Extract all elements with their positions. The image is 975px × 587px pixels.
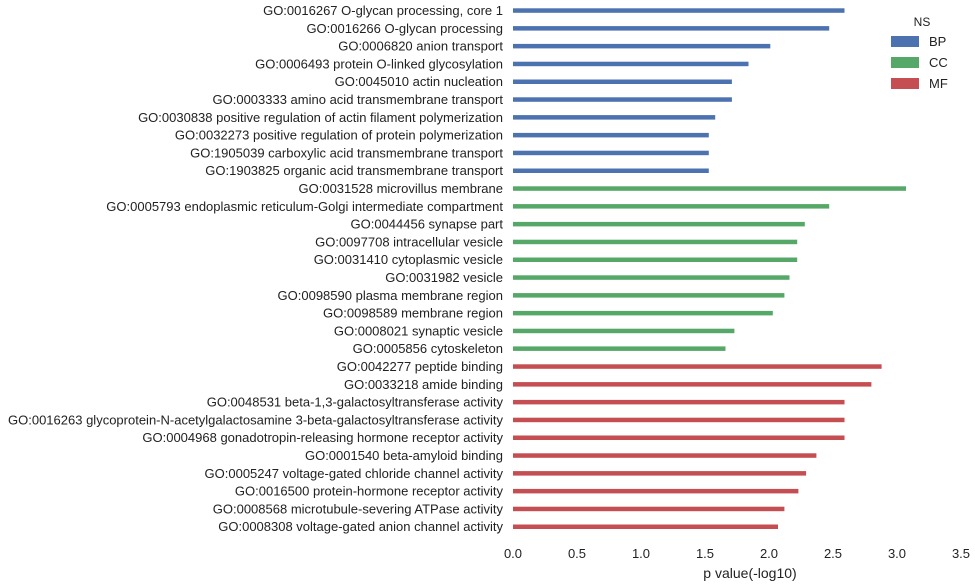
x-tick-label: 3.0 [888, 546, 906, 561]
bar-mf [513, 382, 872, 387]
bar-mf [513, 453, 817, 458]
bar-cc [513, 186, 906, 191]
legend-title: NS [914, 15, 931, 29]
x-tick-label: 3.5 [952, 546, 970, 561]
bar-mf [513, 435, 845, 440]
bar-cc [513, 346, 726, 351]
legend-swatch-cc [891, 57, 919, 68]
bar-cc [513, 257, 798, 262]
category-label: GO:0030838 positive regulation of actin … [138, 110, 503, 125]
x-tick-label: 1.5 [696, 546, 714, 561]
bar-bp [513, 150, 709, 156]
bar-mf [513, 364, 882, 369]
x-tick-label: 1.0 [632, 546, 650, 561]
category-label: GO:0031982 vesicle [385, 270, 503, 285]
category-label: GO:0005247 voltage-gated chloride channe… [205, 466, 504, 481]
legend-swatch-mf [891, 78, 919, 89]
category-label: GO:0006820 anion transport [338, 39, 503, 54]
category-label: GO:0008308 voltage-gated anion channel a… [218, 519, 503, 534]
category-label: GO:0016266 O-glycan processing [306, 21, 503, 36]
bar-cc [513, 310, 773, 316]
bar-mf [513, 471, 807, 476]
category-label: GO:0098590 plasma membrane region [278, 288, 503, 303]
category-label: GO:0048531 beta-1,3-galactosyltransferas… [207, 395, 504, 410]
bar-mf [513, 524, 778, 529]
bar-cc [513, 239, 798, 245]
bar-mf [513, 506, 785, 512]
legend-swatch-bp [891, 36, 919, 47]
bar-bp [513, 97, 732, 102]
category-label: GO:0031528 microvillus membrane [299, 181, 503, 196]
x-axis-title: p value(-log10) [703, 565, 796, 581]
bar-cc [513, 221, 805, 227]
category-label: GO:0005856 cytoskeleton [353, 341, 503, 356]
category-label: GO:0008021 synaptic vesicle [334, 323, 503, 338]
x-tick-label: 2.5 [824, 546, 842, 561]
category-labels: GO:0016267 O-glycan processing, core 1 GO… [8, 3, 503, 534]
category-label: GO:0031410 cytoplasmic vesicle [314, 252, 503, 267]
category-label: GO:0005793 endoplasmic reticulum-Golgi i… [106, 199, 503, 214]
category-label: GO:0045010 actin nucleation [335, 74, 503, 89]
bar-bp [513, 79, 732, 84]
category-label: GO:0098589 membrane region [323, 306, 503, 321]
bar-bp [513, 115, 716, 120]
bar-bp [513, 168, 709, 173]
category-label: GO:1905039 carboxylic acid transmembrane… [190, 145, 503, 160]
x-tick-label: 0.5 [568, 546, 586, 561]
bar-bp [513, 132, 709, 138]
x-tick-label: 2.0 [760, 546, 778, 561]
bars-layer [513, 8, 906, 529]
bar-cc [513, 275, 790, 280]
category-label: GO:0016263 glycoprotein-N-acetylgalactos… [8, 412, 503, 427]
bar-mf [513, 417, 845, 423]
category-label: GO:0016500 protein-hormone receptor acti… [235, 484, 504, 499]
bar-mf [513, 399, 845, 405]
category-label: GO:0042277 peptide binding [337, 359, 503, 374]
legend: NS BP CC MF [891, 15, 948, 91]
bar-cc [513, 293, 785, 298]
category-label: GO:0001540 beta-amyloid binding [305, 448, 503, 463]
category-label: GO:0044456 synapse part [351, 217, 504, 232]
bar-cc [513, 328, 735, 334]
bar-cc [513, 204, 830, 209]
bar-bp [513, 26, 830, 31]
legend-label-cc: CC [929, 55, 948, 70]
bar-bp [513, 8, 845, 13]
legend-entries: BP CC MF [891, 34, 948, 91]
category-label: GO:0033218 amide binding [344, 377, 503, 392]
category-label: GO:0003333 amino acid transmembrane tran… [213, 92, 504, 107]
category-label: GO:0016267 O-glycan processing, core 1 [263, 3, 503, 18]
bar-bp [513, 61, 749, 67]
category-label: GO:0004968 gonadotropin-releasing hormon… [142, 430, 503, 445]
x-tick-label: 0.0 [504, 546, 522, 561]
category-label: GO:0097708 intracellular vesicle [315, 234, 503, 249]
category-label: GO:0008568 microtubule-severing ATPase a… [213, 501, 504, 516]
category-label: GO:1903825 organic acid transmembrane tr… [205, 163, 503, 178]
x-axis-ticks: 0.0 0.5 1.0 1.5 2.0 2.5 3.0 3.5 [504, 546, 970, 561]
category-label: GO:0006493 protein O-linked glycosylatio… [255, 56, 503, 71]
legend-label-mf: MF [929, 76, 948, 91]
bar-mf [513, 488, 799, 494]
category-label: GO:0032273 positive regulation of protei… [175, 128, 503, 143]
legend-label-bp: BP [929, 34, 946, 49]
bar-bp [513, 43, 771, 49]
